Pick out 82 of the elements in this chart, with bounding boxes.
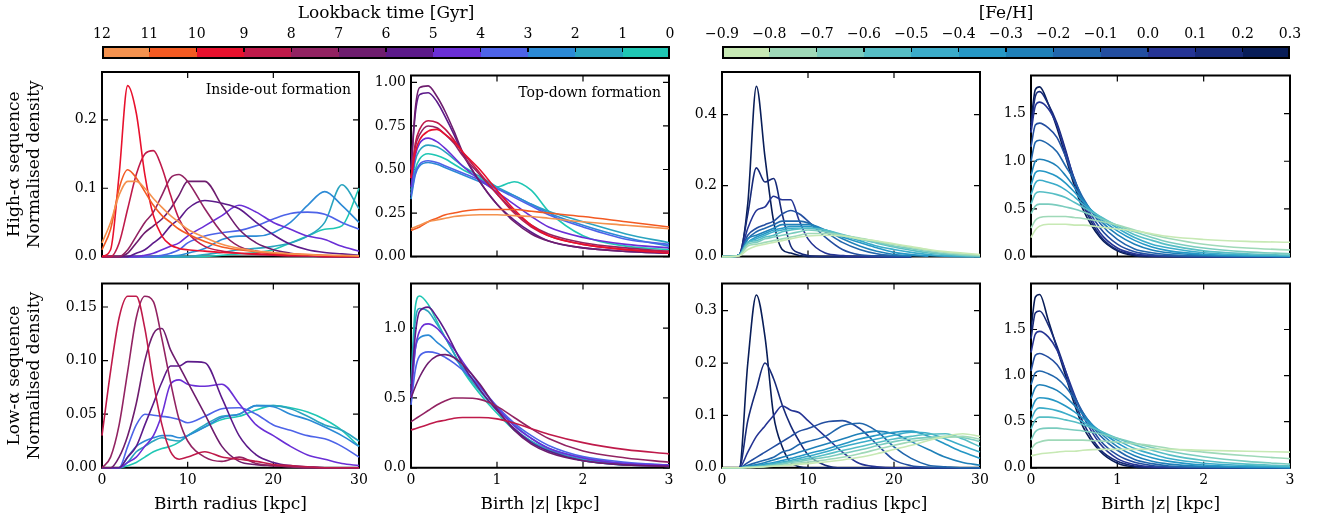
x-axis-title: Birth radius [kpc]	[774, 493, 928, 514]
color-bar-label: 2	[570, 25, 580, 42]
x-tick-label: 3	[1285, 470, 1295, 487]
color-bar-label: −0.8	[752, 25, 787, 42]
x-axis-title: Birth |z| [kpc]	[1100, 493, 1221, 514]
x-axis-title: Birth |z| [kpc]	[480, 493, 600, 514]
y-tick-label: 0.0	[74, 247, 97, 264]
x-tick-label: 2	[1199, 470, 1209, 487]
x-tick-label: 0	[97, 470, 107, 487]
y-tick-label: 0.2	[694, 353, 717, 370]
color-bar-label: −0.1	[1083, 25, 1118, 42]
color-bar-label: −0.6	[847, 25, 881, 42]
color-bar-label: 0.0	[1136, 25, 1160, 42]
color-bar-label: −0.9	[705, 25, 739, 42]
x-tick-label: 10	[178, 470, 197, 487]
annotation: Top-down formation	[518, 84, 661, 101]
color-bar-label: −0.7	[799, 25, 834, 42]
x-axis-title: Birth radius [kpc]	[154, 493, 307, 514]
x-tick-label: 0	[406, 470, 416, 487]
color-bar-label: −0.5	[894, 25, 929, 42]
x-tick-label: 1	[492, 470, 502, 487]
x-tick-label: 30	[971, 470, 989, 487]
x-tick-label: 1	[1112, 470, 1122, 487]
color-bar-label: 6	[381, 25, 391, 42]
y-tick-label: 0.10	[65, 351, 97, 368]
color-bar-label: 12	[93, 25, 111, 42]
y-tick-label: 0.0	[1003, 458, 1026, 475]
annotation: Inside-out formation	[205, 80, 351, 97]
x-tick-label: 30	[350, 470, 368, 487]
color-bar-label: 0.3	[1278, 25, 1302, 42]
y-tick-label: 0.5	[1003, 412, 1026, 429]
color-bar-label: 3	[523, 25, 533, 42]
y-tick-label: 0.50	[374, 160, 406, 177]
y-tick-label: 0.3	[694, 301, 717, 318]
y-tick-label: 0.4	[694, 105, 718, 122]
y-tick-label: 0.0	[383, 458, 406, 475]
color-bar-label: 5	[428, 25, 438, 42]
x-tick-label: 2	[578, 470, 588, 487]
x-tick-label: 0	[1026, 470, 1036, 487]
y-tick-label: 0.00	[374, 247, 406, 264]
color-bar-label: 4	[476, 25, 486, 42]
color-bar-label: 0.1	[1184, 25, 1207, 42]
color-bar-label: 11	[140, 25, 159, 42]
y-tick-label: 0.0	[1003, 247, 1026, 264]
y-tick-label: 1.5	[1003, 104, 1026, 121]
y-tick-label: 0.1	[694, 406, 717, 423]
color-bar-label: −0.2	[1036, 25, 1071, 42]
y-tick-label: 1.0	[1003, 151, 1026, 168]
y-tick-label: 0.25	[374, 203, 406, 220]
y-tick-label: 0.0	[694, 458, 717, 475]
color-bar-label: 9	[239, 25, 249, 42]
x-tick-label: 10	[799, 470, 817, 487]
y-tick-label: 0.75	[374, 116, 406, 133]
x-tick-label: 20	[885, 470, 903, 487]
color-bar-label: −0.4	[941, 25, 976, 42]
y-tick-label: 0.2	[694, 176, 717, 193]
y-tick-label: 0.5	[1003, 199, 1026, 216]
color-bar-label: −0.3	[989, 25, 1023, 42]
y-tick-label: 0.15	[65, 297, 97, 314]
color-bar-label: 0	[665, 25, 675, 42]
y-tick-label: 0.1	[74, 178, 97, 195]
color-bar-label: 8	[286, 25, 296, 42]
y-tick-label: 1.0	[1003, 366, 1026, 383]
x-tick-label: 20	[264, 470, 283, 487]
color-bar-title: Lookback time [Gyr]	[296, 2, 476, 22]
color-bar-label: 1	[618, 25, 628, 42]
y-tick-label: 1.00	[374, 73, 406, 90]
y-tick-label: 0.2	[74, 110, 97, 127]
y-tick-label: 0.0	[694, 247, 717, 264]
y-tick-label: 0.5	[383, 388, 406, 405]
y-axis-title: Low-α sequence Normalised density	[2, 291, 44, 460]
color-bar-label: 7	[334, 25, 344, 42]
y-axis-title: High-α sequence Normalised density	[2, 79, 44, 249]
y-tick-label: 0.05	[65, 404, 97, 421]
color-bar-label: 10	[187, 25, 206, 42]
x-tick-label: 0	[717, 470, 727, 487]
y-tick-label: 1.5	[1003, 320, 1026, 337]
y-tick-label: 0.00	[65, 458, 97, 475]
color-bar-title: [Fe/H]	[977, 2, 1035, 22]
y-tick-label: 1.0	[383, 318, 406, 335]
x-tick-label: 3	[664, 470, 674, 487]
color-bar-label: 0.2	[1231, 25, 1254, 42]
